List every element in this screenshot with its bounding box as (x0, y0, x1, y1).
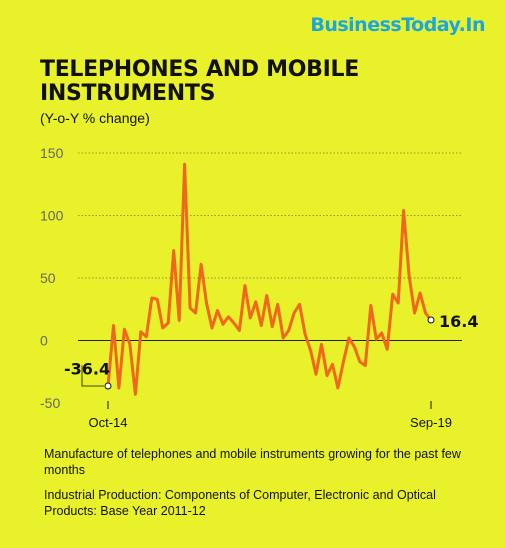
end-point (427, 316, 435, 324)
y-tick-label: 0 (40, 333, 48, 349)
note-2: Industrial Production: Components of Com… (44, 488, 436, 518)
y-tick-label: 100 (40, 208, 64, 224)
brand-logo: BusinessToday.In (310, 14, 485, 36)
chart-subtitle: (Y-o-Y % change) (40, 110, 150, 126)
y-tick-label: -50 (40, 395, 60, 411)
start-value-label: -36.4 (64, 359, 110, 378)
chart-notes: Manufacture of telephones and mobile ins… (44, 446, 474, 528)
x-tick-label: Oct-14 (88, 415, 127, 430)
y-tick-label: 150 (40, 145, 64, 161)
end-value-label: 16.4 (439, 312, 478, 331)
note-1: Manufacture of telephones and mobile ins… (44, 447, 461, 477)
x-tick-label: Sep-19 (410, 415, 452, 430)
start-leader-line (81, 365, 104, 387)
y-tick-label: 50 (40, 270, 56, 286)
chart-title: TELEPHONES AND MOBILE INSTRUMENTS (40, 57, 359, 106)
series-line (106, 162, 433, 396)
start-point (104, 382, 112, 390)
